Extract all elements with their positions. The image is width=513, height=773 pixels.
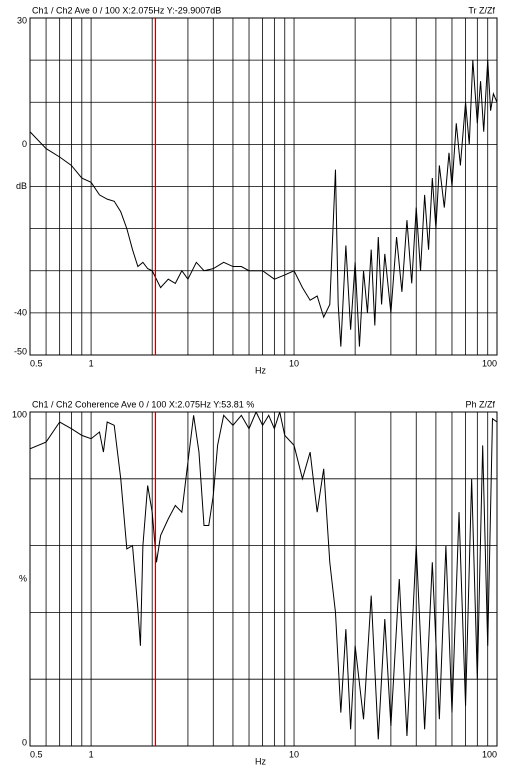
x-tick-label: 10 <box>289 358 299 368</box>
plot-frame <box>29 17 498 356</box>
y-tick-label: 30 <box>17 15 27 25</box>
y-tick-label: -40 <box>14 307 27 317</box>
x-tick-label: 1 <box>89 358 94 368</box>
y-tick-label: 0 <box>22 139 27 149</box>
y-tick-label: 100 <box>12 409 27 419</box>
chart-mode: Tr Z/Zf <box>468 5 495 15</box>
x-tick-label: 100 <box>482 358 497 368</box>
x-tick-label: 100 <box>482 749 497 759</box>
x-tick-label: 0.5 <box>30 358 43 368</box>
y-axis-label: dB <box>16 181 27 191</box>
y-axis-label: % <box>19 573 27 583</box>
x-axis-label: Hz <box>255 756 266 766</box>
y-tick-label: 0 <box>22 737 27 747</box>
chart-title: Ch1 / Ch2 Ave 0 / 100 X:2.075Hz Y:-29.90… <box>32 5 221 15</box>
plot-frame <box>29 411 498 747</box>
chart: Ch1 / Ch2 Coherence Ave 0 / 100 X:2.075H… <box>12 399 498 766</box>
x-tick-label: 0.5 <box>30 749 43 759</box>
x-tick-label: 1 <box>89 749 94 759</box>
x-tick-label: 10 <box>289 749 299 759</box>
chart-title: Ch1 / Ch2 Coherence Ave 0 / 100 X:2.075H… <box>32 399 254 409</box>
data-line <box>30 412 497 740</box>
y-tick-label: -50 <box>14 346 27 356</box>
chart-mode: Ph Z/Zf <box>465 399 495 409</box>
data-line <box>30 60 497 347</box>
x-axis-label: Hz <box>255 365 266 375</box>
chart: Ch1 / Ch2 Ave 0 / 100 X:2.075Hz Y:-29.90… <box>14 5 498 375</box>
